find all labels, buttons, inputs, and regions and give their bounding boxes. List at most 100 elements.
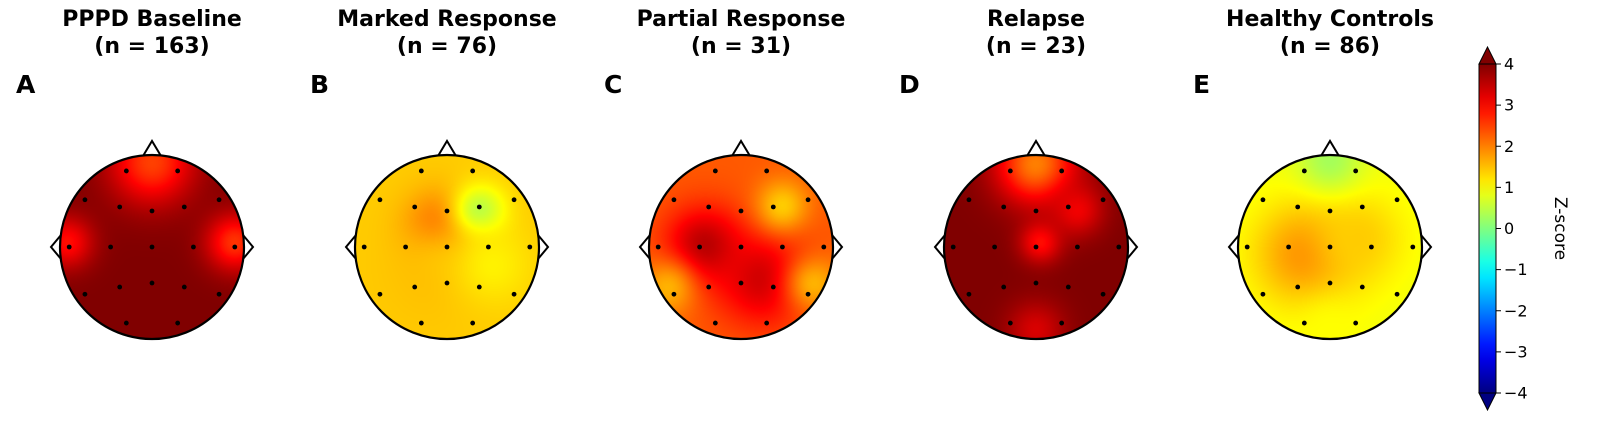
- panel-letter: B: [310, 70, 329, 99]
- colorbar-tick-label: 4: [1504, 55, 1514, 74]
- topomap-panel-d: Relapse(n = 23) D: [899, 7, 1139, 341]
- left-ear-icon: [1227, 234, 1240, 260]
- panel-subtitle: (n = 31): [691, 34, 791, 59]
- electrode-marker: [1244, 244, 1250, 250]
- electrode-marker: [706, 204, 712, 210]
- colorbar-tick-label: 2: [1504, 137, 1514, 156]
- electrode-marker: [149, 280, 155, 286]
- nose-icon: [1026, 139, 1046, 157]
- panel-subtitle: (n = 86): [1280, 34, 1380, 59]
- colorbar-label: Z-score: [1550, 197, 1570, 260]
- electrode-marker: [527, 244, 533, 250]
- electrode-marker: [1059, 168, 1065, 174]
- electrode-marker: [377, 291, 383, 297]
- head-outline: [942, 153, 1130, 341]
- electrode-marker: [444, 244, 450, 250]
- electrode-marker: [1065, 204, 1071, 210]
- electrode-marker: [671, 291, 677, 297]
- colorbar-tick-label: 1: [1504, 178, 1514, 197]
- electrode-marker: [1075, 244, 1080, 250]
- electrode-marker: [1327, 280, 1333, 286]
- nose-icon: [1320, 139, 1340, 157]
- panel-title: Relapse: [987, 7, 1085, 32]
- electrode-marker: [1260, 291, 1266, 297]
- left-ear-icon: [344, 234, 357, 260]
- electrode-marker: [697, 244, 702, 250]
- head-outline: [353, 153, 541, 341]
- electrode-marker: [764, 320, 770, 326]
- electrode-marker: [1260, 197, 1266, 203]
- electrode-marker: [82, 291, 88, 297]
- topomap-panel-a: PPPD Baseline(n = 163) A: [16, 7, 255, 341]
- topomap-panel-e: Healthy Controls(n = 86) E: [1193, 7, 1434, 341]
- electrode-marker: [1327, 244, 1333, 250]
- electrode-marker: [764, 168, 770, 174]
- electrode-marker: [1353, 320, 1359, 326]
- colorbar-tick-label: 0: [1504, 219, 1514, 238]
- colorbar-extend-bottom: [1478, 392, 1497, 412]
- electrode-marker: [470, 320, 476, 326]
- electrode-marker: [175, 168, 181, 174]
- electrode-marker: [444, 208, 450, 214]
- electrode-marker: [216, 197, 222, 203]
- electrode-marker: [966, 291, 972, 297]
- electrode-marker: [216, 291, 222, 297]
- colorbar: 4 3 2 1 0 −1 −2 −3 −4 Z-score: [1478, 45, 1570, 412]
- electrode-marker: [1100, 291, 1106, 297]
- electrode-marker: [1001, 204, 1007, 210]
- electrode-marker: [1394, 197, 1400, 203]
- right-ear-icon: [1126, 234, 1139, 260]
- head-outline: [647, 153, 835, 341]
- right-ear-icon: [242, 234, 255, 260]
- electrode-marker: [821, 244, 827, 250]
- right-ear-icon: [537, 234, 550, 260]
- electrode-marker: [1116, 244, 1122, 250]
- electrode-marker: [1033, 280, 1039, 286]
- electrode-marker: [1301, 320, 1307, 326]
- head-outline: [1236, 153, 1424, 341]
- colorbar-tick-label: −3: [1504, 342, 1528, 361]
- electrode-marker: [123, 320, 129, 326]
- electrode-marker: [181, 204, 187, 210]
- electrode-marker: [123, 168, 129, 174]
- panel-title: Partial Response: [637, 7, 846, 32]
- topomap-panel-c: Partial Response(n = 31) C: [604, 7, 846, 341]
- panel-letter: C: [604, 70, 622, 99]
- electrode-marker: [412, 284, 418, 290]
- electrode-marker: [1001, 284, 1007, 290]
- electrode-marker: [377, 197, 383, 203]
- electrode-marker: [1007, 168, 1013, 174]
- electrode-marker: [486, 244, 491, 250]
- panel-subtitle: (n = 163): [94, 34, 209, 59]
- electrode-marker: [770, 284, 776, 290]
- electrode-marker: [1410, 244, 1416, 250]
- head-outline: [58, 153, 246, 341]
- electrode-marker: [780, 244, 785, 250]
- electrode-marker: [108, 244, 113, 250]
- electrode-marker: [966, 197, 972, 203]
- electrode-marker: [470, 168, 476, 174]
- electrode-marker: [1100, 197, 1106, 203]
- colorbar-tick-label: −4: [1504, 384, 1528, 403]
- electrode-marker: [476, 284, 482, 290]
- left-ear-icon: [933, 234, 946, 260]
- electrode-marker: [117, 284, 123, 290]
- electrode-marker: [1033, 208, 1039, 214]
- panel-subtitle: (n = 76): [397, 34, 497, 59]
- electrode-marker: [1353, 168, 1359, 174]
- electrode-marker: [805, 291, 811, 297]
- electrode-marker: [444, 280, 450, 286]
- left-ear-icon: [638, 234, 651, 260]
- colorbar-extend-top: [1478, 45, 1497, 65]
- nose-icon: [731, 139, 751, 157]
- colorbar-gradient: [1478, 63, 1497, 394]
- electrode-marker: [476, 204, 482, 210]
- electrode-marker: [1007, 320, 1013, 326]
- left-ear-icon: [49, 234, 62, 260]
- electrode-marker: [1359, 204, 1365, 210]
- electrode-marker: [149, 244, 155, 250]
- electrode-marker: [511, 291, 517, 297]
- electrode-marker: [992, 244, 997, 250]
- electrode-marker: [361, 244, 367, 250]
